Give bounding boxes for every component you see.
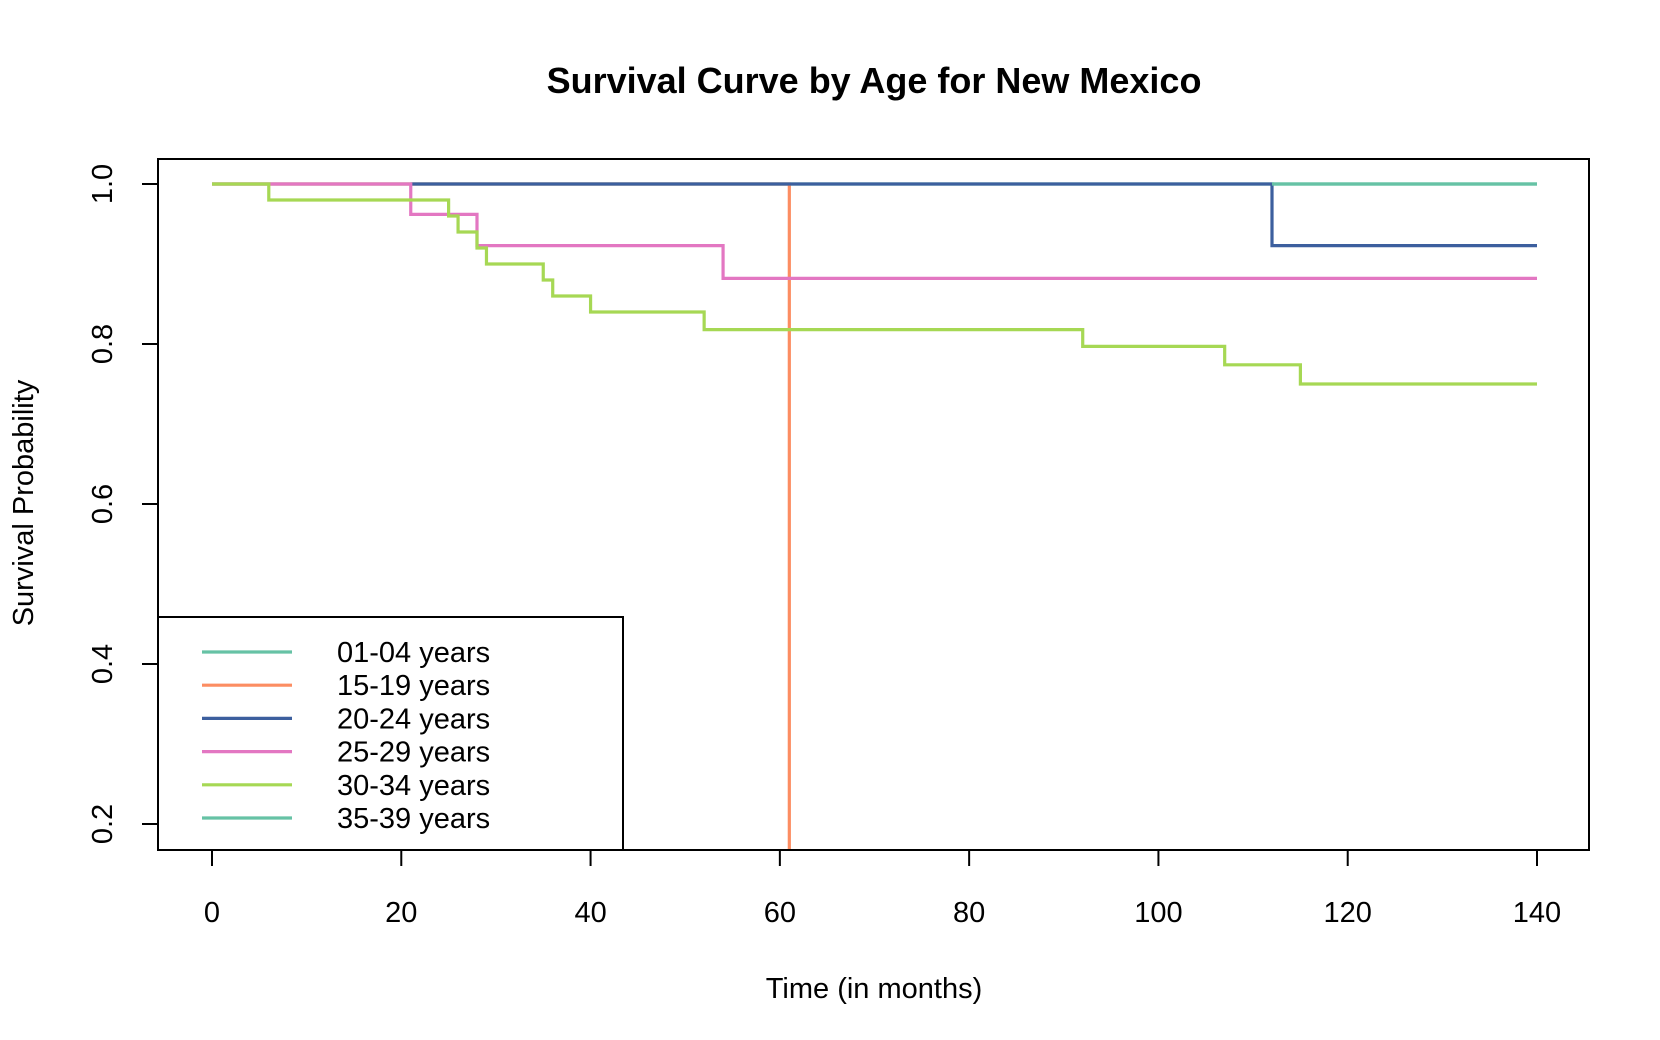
legend-label: 20-24 years: [337, 703, 490, 735]
plot-area: [212, 182, 1537, 850]
legend-box: [157, 616, 624, 851]
x-tick-label: 40: [574, 897, 606, 929]
legend-label: 30-34 years: [337, 770, 490, 802]
legend-label: 35-39 years: [337, 803, 490, 835]
chart-title: Survival Curve by Age for New Mexico: [547, 60, 1202, 101]
y-tick-label: 0.8: [87, 324, 119, 364]
x-axis-label: Time (in months): [766, 973, 982, 1005]
x-tick-label: 100: [1134, 897, 1182, 929]
legend-label: 01-04 years: [337, 637, 490, 669]
y-tick-label: 1.0: [87, 164, 119, 204]
x-axis: 0 20 40 60 80 100 120 140: [204, 849, 1561, 929]
x-tick-label: 140: [1513, 897, 1561, 929]
x-tick-label: 0: [204, 897, 220, 929]
y-tick-label: 0.2: [87, 804, 119, 844]
y-tick-label: 0.6: [87, 484, 119, 524]
x-tick-label: 120: [1324, 897, 1372, 929]
plot-frame: [157, 158, 1590, 851]
x-tick-label: 20: [385, 897, 417, 929]
y-axis: 0.2 0.4 0.6 0.8 1.0: [87, 164, 159, 844]
legend-label: 25-29 years: [337, 737, 490, 769]
x-tick-label: 80: [953, 897, 985, 929]
series-line-3: [410, 182, 1537, 248]
series-line-4: [212, 182, 1537, 280]
series-line-2: [212, 182, 791, 850]
legend-label: 15-19 years: [337, 670, 490, 702]
y-tick-label: 0.4: [87, 644, 119, 684]
x-tick-label: 60: [764, 897, 796, 929]
series-line-5: [212, 182, 1537, 386]
y-axis-label: Survival Probability: [8, 379, 40, 626]
